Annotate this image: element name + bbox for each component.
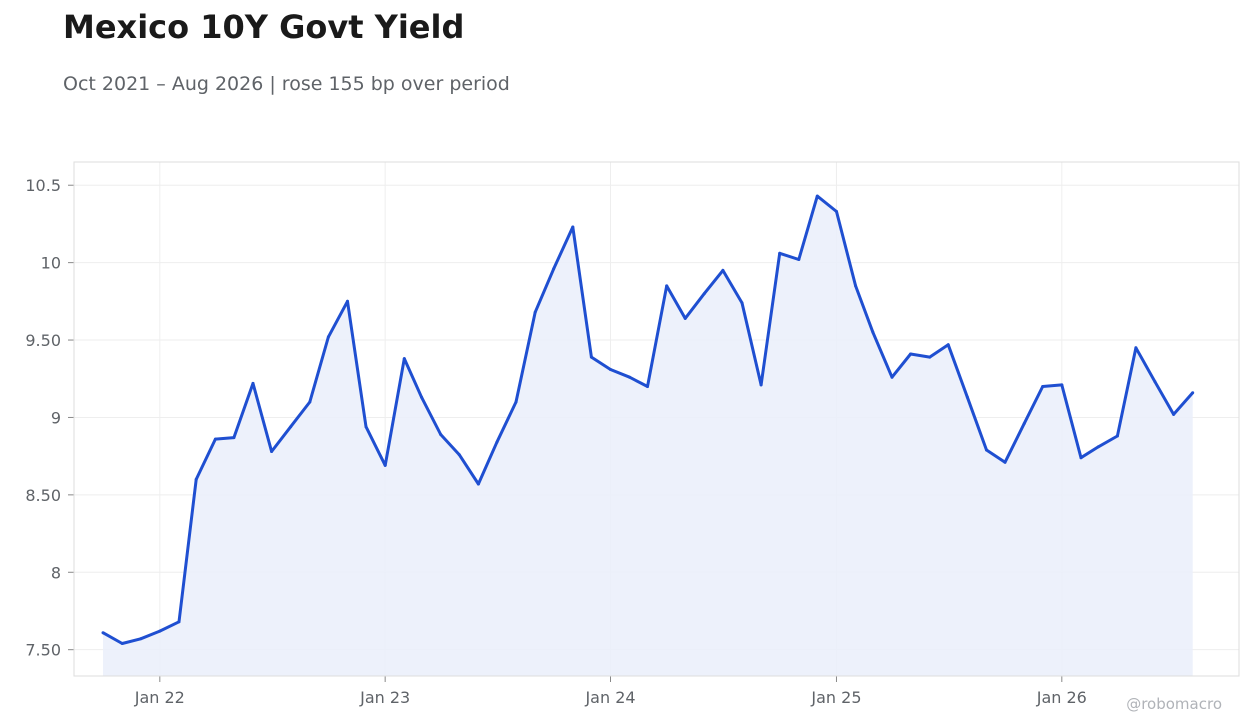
data-point [965, 395, 969, 399]
data-point [890, 375, 894, 379]
x-tick-label: Jan 22 [134, 688, 185, 707]
data-point [1003, 460, 1007, 464]
x-tick-label: Jan 26 [1036, 688, 1087, 707]
data-point [270, 450, 274, 453]
data-point [665, 284, 669, 288]
data-point [778, 251, 782, 255]
data-point [346, 299, 349, 303]
data-point [1115, 434, 1119, 438]
data-point [213, 437, 217, 441]
x-tick-label: Jan 25 [810, 688, 861, 707]
data-point [835, 210, 838, 213]
data-point [326, 335, 330, 339]
data-point [871, 330, 875, 334]
y-tick-label: 10 [41, 254, 61, 273]
data-point [194, 477, 198, 481]
x-tick-label: Jan 24 [584, 688, 635, 707]
data-point [985, 448, 988, 452]
data-point [1191, 391, 1195, 395]
x-axis-labels: Jan 22 Jan 23 Jan 24 Jan 25 Jan 26 [134, 688, 1087, 707]
data-point [1153, 380, 1157, 384]
data-point [683, 316, 687, 320]
data-point [514, 400, 518, 404]
data-points [101, 194, 1195, 645]
data-point [533, 310, 537, 314]
data-point [854, 284, 858, 288]
y-tick-label: 10.5 [25, 176, 61, 195]
data-point [571, 225, 575, 229]
data-point [589, 355, 593, 359]
data-point [1060, 383, 1064, 387]
data-point [721, 268, 725, 272]
data-point [1079, 456, 1083, 460]
chart-title: Mexico 10Y Govt Yield [63, 8, 465, 46]
data-point [177, 620, 181, 624]
chart-subtitle: Oct 2021 – Aug 2026 | rose 155 bp over p… [63, 73, 510, 95]
data-point [457, 453, 461, 457]
data-point [476, 482, 480, 486]
data-point [1022, 422, 1026, 426]
data-point [232, 436, 236, 440]
data-point [420, 395, 424, 399]
data-point [139, 637, 143, 641]
data-point [495, 440, 499, 444]
data-point [946, 343, 950, 347]
plot-frame [73, 161, 1240, 677]
data-point [1041, 385, 1045, 388]
data-point [101, 631, 105, 635]
data-point [646, 385, 649, 388]
data-point [251, 381, 255, 385]
data-point [1134, 346, 1138, 350]
y-tick-label: 8 [51, 563, 61, 582]
y-tick-label: 9.50 [25, 331, 61, 350]
y-axis-labels: 7.50 8 8.50 9 9.50 10 10.5 [25, 176, 61, 659]
x-tick-label: Jan 23 [359, 688, 410, 707]
y-tick-label: 7.50 [25, 641, 61, 660]
data-point [120, 642, 124, 645]
data-point [364, 425, 368, 429]
y-tick-label: 8.50 [25, 486, 61, 505]
data-point [628, 375, 632, 379]
data-point [1172, 412, 1176, 416]
data-point [928, 355, 932, 359]
data-point [702, 292, 706, 296]
data-point [740, 301, 744, 305]
data-point [815, 194, 819, 198]
area-fill [103, 196, 1193, 676]
data-point [552, 267, 556, 271]
data-point [308, 400, 312, 404]
data-point [1096, 445, 1100, 449]
data-point [909, 352, 913, 356]
data-point [158, 629, 162, 633]
y-tick-label: 9 [51, 408, 61, 427]
data-point [609, 368, 612, 371]
data-point [797, 258, 801, 261]
data-point [289, 425, 293, 429]
data-point [759, 383, 763, 387]
data-point [383, 463, 387, 467]
data-point [439, 433, 443, 436]
data-point [402, 357, 406, 361]
watermark: @robomacro [1126, 695, 1222, 713]
